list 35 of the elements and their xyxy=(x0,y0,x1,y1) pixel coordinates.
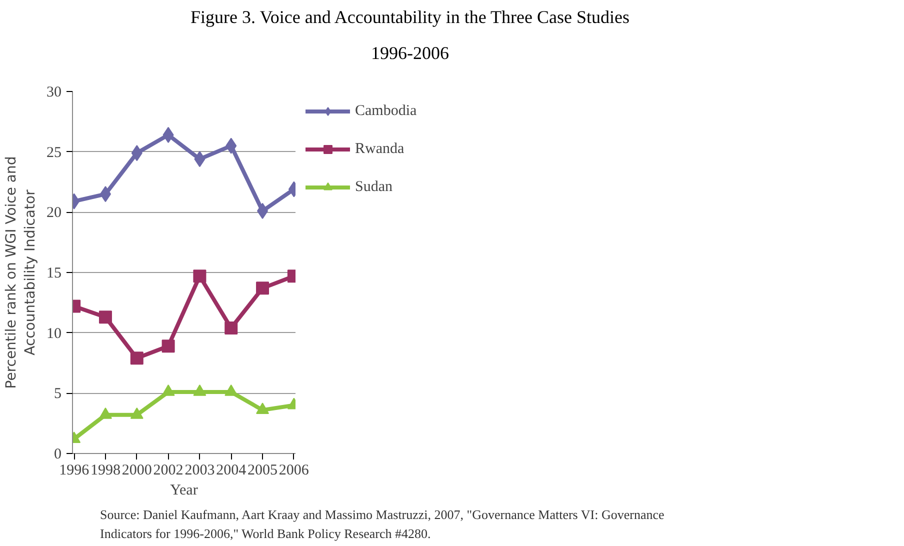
point xyxy=(98,311,112,324)
x-tick-label: 2000 xyxy=(122,462,152,479)
x-tick-label: 1996 xyxy=(59,462,90,479)
legend-label: Cambodia xyxy=(355,102,418,120)
y-tick-label: 0 xyxy=(54,446,62,463)
x-tick-label: 1998 xyxy=(90,462,120,479)
y-axis-title: Percentile rank on WGI Voice and Accountability Indicator xyxy=(3,156,38,390)
x-tick-label: 2006 xyxy=(278,462,310,479)
point xyxy=(162,384,175,396)
source-note: Source: Daniel Kaufmann, Aart Kraay and Massimo Mastruzzi, 2007, "Governance Matters VI: Governance Indicators for 1996-2006," World Bank Policy Research #4280. xyxy=(100,506,666,543)
point xyxy=(256,403,270,414)
point xyxy=(193,270,206,284)
y-tick-label: 25 xyxy=(46,145,62,162)
y-tick-label: 15 xyxy=(46,266,62,282)
legend-label: Sudan xyxy=(355,178,394,196)
x-tick-label: 2004 xyxy=(216,462,247,479)
y-tick-label: 10 xyxy=(46,326,62,342)
point xyxy=(162,340,175,354)
text: Figure 3. Voice and Accountability in the Three Case Studies xyxy=(190,6,630,29)
point xyxy=(98,408,112,420)
text: 1996-2006 xyxy=(371,42,449,65)
x-axis-title: Year xyxy=(170,482,198,499)
point xyxy=(130,408,144,420)
point xyxy=(224,322,238,335)
y-tick-label: 30 xyxy=(46,84,62,101)
point xyxy=(130,352,144,366)
legend-label: Rwanda xyxy=(355,140,406,158)
point xyxy=(193,384,206,396)
point xyxy=(224,384,238,396)
y-tick-label: 20 xyxy=(46,206,62,222)
point xyxy=(256,282,270,296)
x-tick-label: 2002 xyxy=(153,462,184,479)
x-tick-label: 2003 xyxy=(184,462,215,479)
y-tick-label: 5 xyxy=(54,386,62,403)
x-tick-label: 2005 xyxy=(248,462,278,479)
